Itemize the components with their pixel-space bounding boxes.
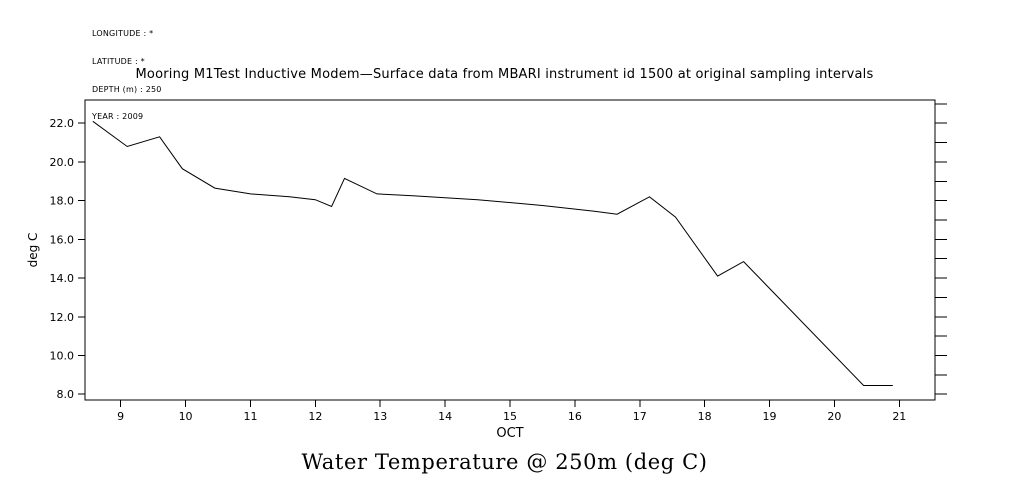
meta-year: YEAR : 2009: [92, 112, 144, 122]
y-tick-label: 18.0: [50, 195, 75, 208]
x-tick-label: 11: [243, 410, 257, 423]
x-tick-label: 16: [568, 410, 582, 423]
x-tick-label: 13: [373, 410, 387, 423]
plot-frame: [84, 99, 936, 401]
meta-longitude: LONGITUDE : *: [92, 29, 154, 39]
x-tick-label: 18: [698, 410, 712, 423]
x-tick-label: 9: [117, 410, 124, 423]
x-tick-label: 20: [827, 410, 841, 423]
y-tick-label: 14.0: [50, 272, 75, 285]
y-tick-label: 12.0: [50, 311, 75, 324]
temperature-line: [92, 120, 893, 386]
metadata-block: LONGITUDE : * LATITUDE : * DEPTH (m) : 2…: [92, 11, 162, 140]
x-tick-label: 14: [438, 410, 452, 423]
plot-title: Mooring M1Test Inductive Modem—Surface d…: [135, 67, 874, 82]
y-tick-label: 16.0: [50, 233, 75, 246]
y-tick-label: 20.0: [50, 156, 75, 169]
x-tick-label: 19: [763, 410, 777, 423]
x-tick-label: 17: [633, 410, 647, 423]
x-tick-label: 12: [308, 410, 322, 423]
x-axis-label: OCT: [496, 426, 523, 441]
meta-latitude: LATITUDE : *: [92, 56, 145, 66]
x-tick-label: 10: [179, 410, 193, 423]
y-tick-label: 10.0: [50, 349, 75, 362]
x-tick-label: 21: [892, 410, 906, 423]
meta-depth: DEPTH (m) : 250: [92, 84, 162, 94]
x-tick-label: 15: [503, 410, 517, 423]
y-axis-label: deg C: [26, 233, 40, 268]
y-tick-label: 22.0: [50, 117, 75, 130]
plot-caption: Water Temperature @ 250m (deg C): [301, 450, 708, 474]
y-tick-label: 8.0: [57, 388, 75, 401]
